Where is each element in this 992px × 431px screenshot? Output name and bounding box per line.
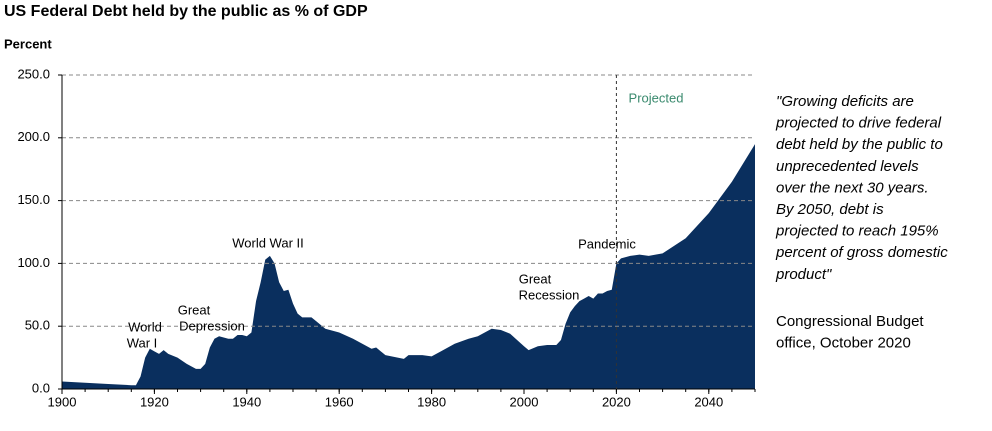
annotation: World War II (232, 235, 304, 250)
x-tick-label: 1920 (140, 394, 169, 409)
y-tick-label: 200.0 (17, 129, 50, 144)
y-tick-label: 250.0 (17, 66, 50, 81)
chart-title: US Federal Debt held by the public as % … (4, 3, 368, 20)
annotation: Projected (629, 90, 684, 105)
source-line: Congressional Budget (776, 313, 924, 330)
x-tick-label: 1900 (48, 394, 77, 409)
quote-line: product" (775, 266, 832, 283)
quote-line: "Growing deficits are (776, 93, 914, 110)
quote-line: projected to reach 195% (775, 223, 939, 240)
quote-line: projected to drive federal (775, 115, 942, 132)
y-tick-label: 100.0 (17, 255, 50, 270)
source-line: office, October 2020 (776, 335, 911, 352)
area (62, 144, 755, 389)
annotation: Depression (179, 318, 245, 333)
quote-line: percent of gross domestic (775, 244, 948, 261)
quote-line: debt held by the public to (776, 136, 943, 153)
y-tick-label: 50.0 (25, 318, 50, 333)
annotation: Great (178, 302, 211, 317)
y-axis-label: Percent (4, 36, 52, 51)
x-tick-label: 2000 (510, 394, 539, 409)
annotation: War I (127, 335, 158, 350)
x-tick-label: 2020 (602, 394, 631, 409)
x-tick-label: 1960 (325, 394, 354, 409)
x-tick-label: 2040 (694, 394, 723, 409)
x-tick-label: 1940 (232, 394, 261, 409)
annotation: Pandemic (578, 236, 636, 251)
annotation: Great (519, 271, 552, 286)
annotation: Recession (519, 287, 580, 302)
x-tick-label: 1980 (417, 394, 446, 409)
quote-line: By 2050, debt is (776, 201, 884, 218)
y-tick-label: 0.0 (32, 380, 50, 395)
quote-line: over the next 30 years. (776, 179, 929, 196)
y-tick-label: 150.0 (17, 192, 50, 207)
annotation: World (128, 319, 162, 334)
quote-line: unprecedented levels (776, 158, 919, 175)
